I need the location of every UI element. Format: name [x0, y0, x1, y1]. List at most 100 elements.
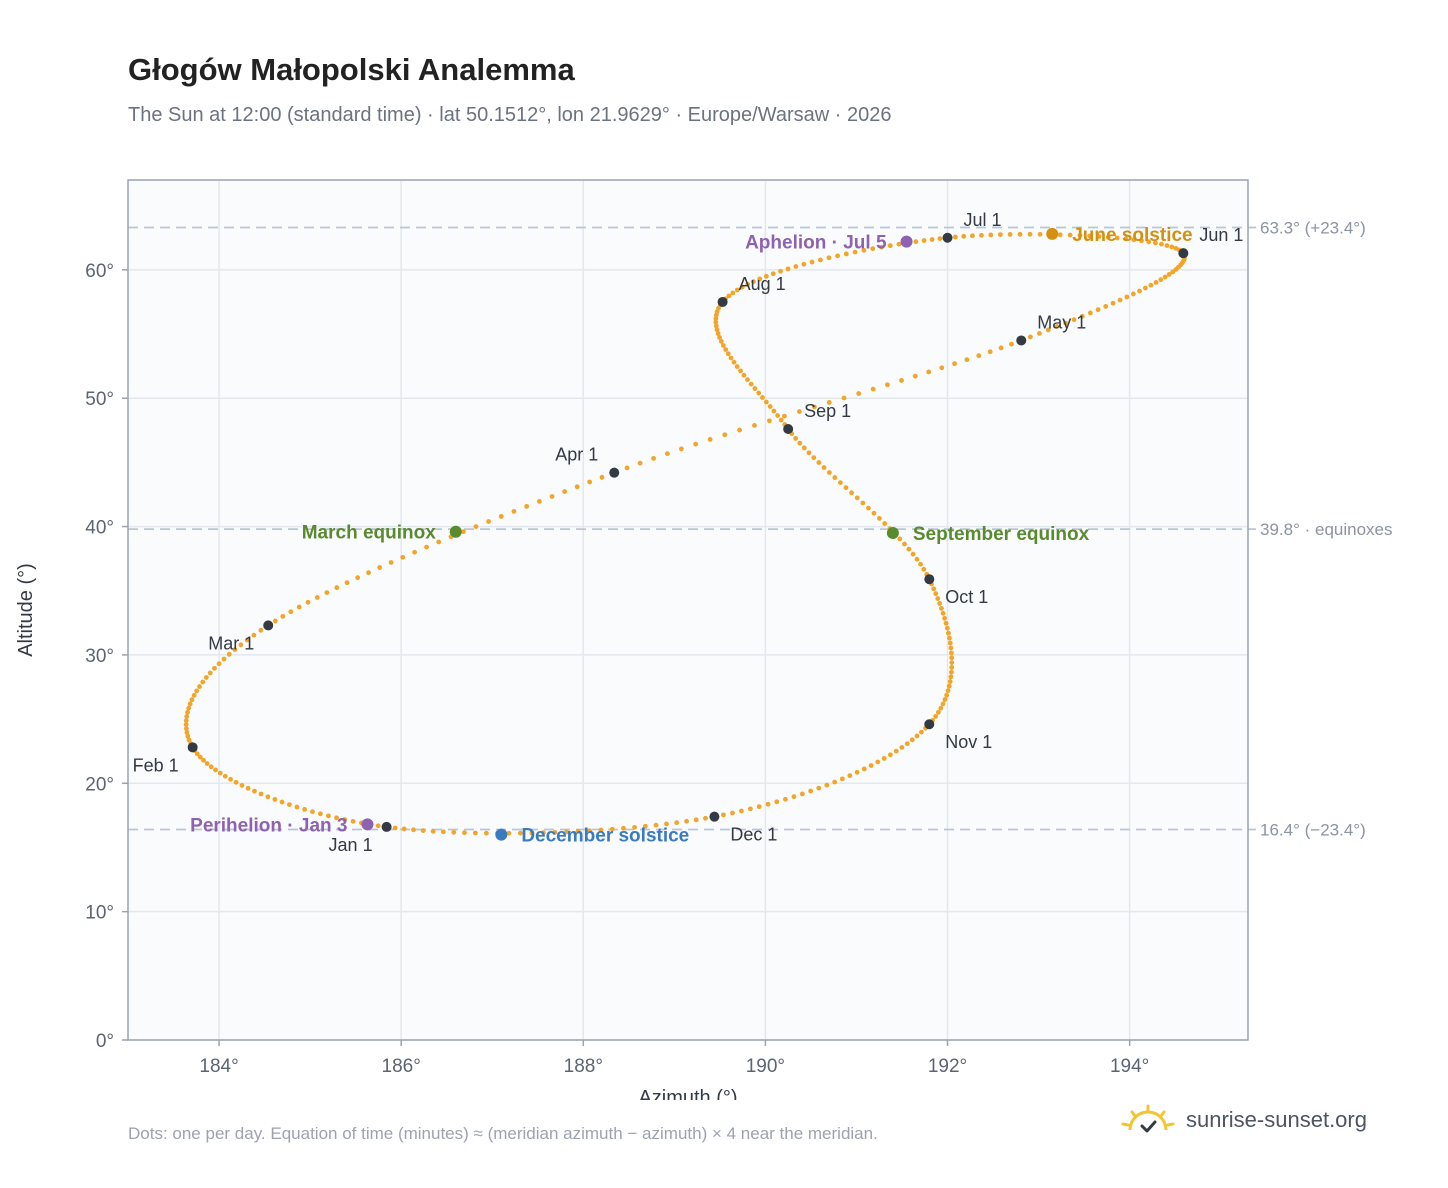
- daily-sun-dot: [988, 232, 994, 238]
- month-marker: [924, 574, 935, 585]
- daily-sun-dot: [919, 729, 924, 735]
- special-point-marker: [361, 818, 374, 831]
- month-marker-label: Sep 1: [804, 401, 851, 421]
- daily-sun-dot: [949, 660, 955, 665]
- daily-sun-dot: [763, 399, 769, 405]
- daily-sun-dot: [887, 243, 893, 249]
- daily-sun-dot: [207, 670, 213, 676]
- daily-sun-dot: [355, 575, 361, 581]
- daily-sun-dot: [212, 665, 217, 671]
- daily-sun-dot: [424, 544, 429, 550]
- daily-sun-dot: [767, 418, 772, 424]
- daily-sun-dot: [947, 640, 953, 646]
- daily-sun-dot: [314, 595, 320, 600]
- month-marker: [1178, 248, 1189, 259]
- axis-ticks: 184° 186° 188° 190° 192° 194° 0° 10° 20° 30° 40° 50…: [85, 261, 1149, 1077]
- daily-sun-dot: [1105, 234, 1111, 240]
- daily-sun-dot: [200, 679, 206, 685]
- daily-sun-dot: [637, 460, 643, 466]
- daily-sun-dot: [937, 236, 943, 241]
- daily-sun-dot: [232, 647, 238, 652]
- daily-sun-dot: [632, 824, 637, 830]
- month-marker-label: Mar 1: [208, 633, 254, 653]
- daily-sun-dot: [861, 247, 867, 253]
- daily-sun-dot: [739, 284, 745, 290]
- daily-sun-dot: [811, 455, 817, 461]
- daily-sun-dot: [843, 251, 849, 257]
- daily-sun-dot: [575, 828, 581, 834]
- daily-sun-dot: [412, 549, 417, 555]
- daily-sun-dot: [217, 770, 223, 776]
- daily-sun-dot: [1057, 232, 1063, 238]
- daily-sun-dot: [778, 417, 784, 423]
- daily-sun-dot: [767, 404, 773, 409]
- daily-sun-dot: [462, 830, 467, 836]
- daily-sun-dot: [484, 830, 489, 836]
- footnote: Dots: one per day. Equation of time (min…: [128, 1124, 878, 1143]
- daily-sun-dot: [998, 345, 1004, 351]
- daily-sun-dot: [1087, 233, 1093, 239]
- daily-sun-dot: [854, 769, 860, 775]
- month-marker: [187, 742, 198, 753]
- month-marker-label: Jan 1: [329, 835, 373, 855]
- daily-sun-dot: [745, 377, 750, 383]
- month-marker: [717, 296, 728, 307]
- daily-sun-dot: [868, 763, 874, 768]
- daily-sun-dot: [734, 287, 740, 293]
- daily-sun-dot: [186, 737, 192, 743]
- daily-sun-dot: [763, 273, 769, 279]
- daily-sun-dot: [549, 494, 555, 499]
- daily-sun-dot: [765, 801, 771, 807]
- daily-sun-dot: [875, 759, 881, 765]
- daily-sun-dot: [296, 604, 302, 610]
- daily-sun-dot: [524, 503, 530, 509]
- daily-sun-dot: [979, 232, 984, 238]
- daily-sun-dot: [770, 271, 776, 277]
- daily-sun-dot: [342, 817, 348, 823]
- daily-sun-dot: [350, 818, 356, 824]
- daily-sun-dot: [885, 382, 890, 388]
- daily-sun-dot: [252, 788, 257, 794]
- daily-sun-dot: [194, 751, 200, 757]
- daily-sun-dot: [826, 470, 832, 475]
- daily-sun-dot: [832, 475, 838, 480]
- daily-sun-dot: [715, 331, 721, 336]
- daily-sun-dot: [1067, 232, 1073, 238]
- daily-sun-dot: [1114, 235, 1120, 241]
- daily-sun-dot: [440, 829, 446, 835]
- daily-sun-dot: [183, 726, 189, 731]
- daily-sun-dot: [852, 249, 858, 255]
- daily-sun-dot: [245, 785, 251, 791]
- daily-sun-dot: [552, 829, 558, 835]
- month-marker: [709, 811, 720, 822]
- daily-sun-dot: [835, 253, 840, 259]
- daily-sun-dot: [1096, 234, 1102, 239]
- special-point-label: Aphelion · Jul 5: [745, 233, 887, 254]
- daily-sun-dot: [400, 554, 406, 560]
- daily-sun-dot: [436, 539, 442, 545]
- daily-sun-dot: [843, 485, 849, 491]
- daily-sun-dot: [1166, 272, 1172, 277]
- daily-sun-dot: [420, 828, 426, 833]
- daily-sun-dot: [310, 809, 315, 815]
- daily-sun-dot: [933, 713, 939, 719]
- daily-sun-dot: [203, 675, 209, 680]
- daily-sun-dot: [302, 806, 308, 812]
- daily-sun-dot: [1169, 244, 1175, 250]
- daily-sun-dot: [541, 830, 546, 836]
- brand[interactable]: sunrise-sunset.org: [1120, 1104, 1367, 1136]
- daily-sun-dot: [809, 259, 815, 265]
- reference-lines: 63.3° (+23.4°) 39.8° · equinoxes 16.4° (−2…: [128, 218, 1393, 839]
- daily-sun-dot: [747, 806, 753, 812]
- daily-sun-dot: [879, 244, 884, 250]
- x-tick-label: 192°: [928, 1056, 967, 1077]
- daily-sun-dot: [185, 733, 191, 739]
- daily-sun-dot: [902, 541, 907, 547]
- daily-sun-dot: [771, 408, 777, 414]
- daily-sun-dot: [718, 339, 724, 344]
- daily-sun-dot: [1054, 324, 1060, 329]
- daily-sun-dot: [948, 650, 954, 656]
- daily-sun-dot: [498, 514, 504, 519]
- x-tick-label: 188°: [564, 1056, 603, 1077]
- daily-sun-dot: [720, 343, 726, 348]
